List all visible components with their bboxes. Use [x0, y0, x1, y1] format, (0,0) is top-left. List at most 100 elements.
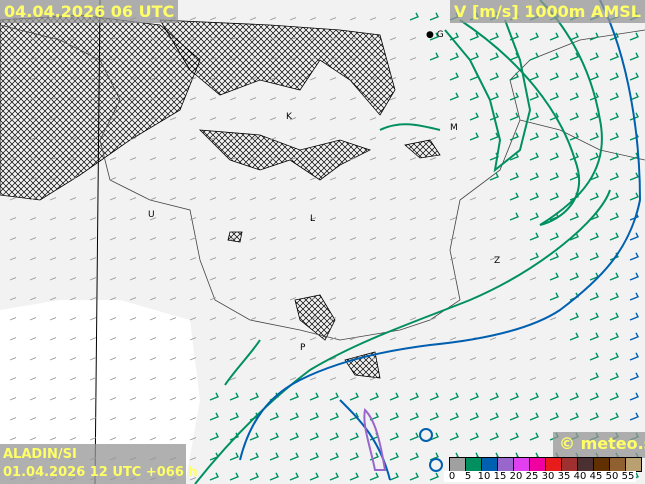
- wind-barb: [289, 257, 297, 261]
- wind-barb: [349, 317, 357, 321]
- wind-barb: [509, 377, 517, 381]
- wind-barb: [549, 252, 559, 261]
- wind-barb: [369, 377, 377, 381]
- wind-barb: [69, 177, 77, 181]
- city-label: P: [300, 343, 306, 353]
- wind-barb: [29, 257, 37, 261]
- wind-barb: [229, 357, 237, 361]
- wind-barb: [289, 217, 297, 221]
- wind-barb: [429, 197, 437, 201]
- wind-barb: [449, 432, 459, 441]
- legend-tick-label: 50: [605, 471, 619, 482]
- wind-barb: [49, 277, 57, 281]
- wind-barb: [309, 177, 317, 181]
- wind-barb: [349, 57, 357, 61]
- legend-swatch: [626, 458, 641, 471]
- legend-tick-label: 20: [509, 471, 523, 482]
- wind-barb: [549, 172, 559, 181]
- wind-barb: [389, 297, 397, 301]
- wind-barb: [369, 117, 377, 121]
- wind-barb: [469, 377, 477, 381]
- wind-barb: [589, 112, 599, 121]
- wind-barb: [529, 192, 539, 201]
- wind-barb: [589, 52, 599, 61]
- legend-swatch: [482, 458, 498, 471]
- wind-barb: [209, 217, 217, 221]
- wind-barb: [89, 337, 97, 341]
- wind-barb: [169, 297, 177, 301]
- wind-barb: [389, 472, 399, 481]
- wind-barb: [609, 372, 619, 381]
- wind-barb: [109, 237, 117, 241]
- wind-barb: [509, 432, 519, 441]
- wind-barb: [309, 137, 317, 141]
- wind-barb: [169, 177, 177, 181]
- wind-barb: [349, 37, 357, 41]
- wind-barb: [349, 472, 359, 481]
- wind-barb: [349, 377, 357, 381]
- wind-barb: [289, 357, 297, 361]
- wind-barb: [309, 257, 317, 261]
- wind-barb: [409, 97, 417, 101]
- wind-barb: [349, 237, 357, 241]
- wind-barb: [389, 357, 397, 361]
- wind-barb: [409, 37, 417, 41]
- wind-barb: [209, 257, 217, 261]
- wind-barb: [309, 357, 317, 361]
- wind-barb: [9, 117, 17, 121]
- wind-barb: [29, 297, 37, 301]
- wind-barb: [129, 77, 137, 81]
- wind-barb: [369, 177, 377, 181]
- wind-barb: [149, 277, 157, 281]
- wind-barb: [409, 77, 417, 81]
- wind-barb: [489, 72, 499, 81]
- wind-barb: [9, 237, 17, 241]
- wind-barb: [629, 392, 639, 401]
- wind-barb: [429, 52, 439, 61]
- wind-barb: [429, 357, 437, 361]
- legend-swatch: [546, 458, 562, 471]
- wind-barb: [109, 117, 117, 121]
- wind-barb: [309, 237, 317, 241]
- wind-barb: [89, 257, 97, 261]
- wind-barb: [189, 157, 197, 161]
- wind-barb: [269, 137, 277, 141]
- wind-barb: [489, 52, 499, 61]
- wind-barb: [189, 137, 197, 141]
- wind-barb: [349, 297, 357, 301]
- wind-barb: [169, 117, 177, 121]
- wind-barb: [309, 277, 317, 281]
- wind-barb: [129, 57, 137, 61]
- wind-barb: [229, 177, 237, 181]
- copyright-label: © meteo.si: [553, 432, 645, 458]
- wind-barb: [329, 97, 337, 101]
- legend-tick-label: 30: [541, 471, 555, 482]
- wind-barb: [169, 357, 177, 361]
- wind-barb: [369, 277, 377, 281]
- wind-barb: [69, 257, 77, 261]
- wind-barb: [129, 437, 137, 441]
- wind-barb: [209, 17, 217, 21]
- wind-barb: [429, 237, 437, 241]
- wind-barb: [49, 257, 57, 261]
- wind-barb: [569, 357, 577, 361]
- wind-barb: [429, 217, 437, 221]
- wind-barb: [609, 72, 619, 81]
- wind-barb: [189, 397, 197, 401]
- wind-barb: [129, 157, 137, 161]
- wind-barb: [409, 412, 419, 421]
- wind-barb: [69, 317, 77, 321]
- wind-barb: [609, 92, 619, 101]
- wind-barb: [9, 177, 17, 181]
- wind-barb: [109, 257, 117, 261]
- wind-barb: [569, 92, 579, 101]
- wind-barb: [209, 177, 217, 181]
- wind-barb: [509, 92, 519, 101]
- wind-barb: [469, 277, 477, 281]
- wind-barb: [169, 397, 177, 401]
- wind-barb: [129, 417, 137, 421]
- wind-barb: [349, 392, 359, 401]
- wind-barb: [129, 177, 137, 181]
- wind-barb: [629, 172, 639, 181]
- wind-barb: [69, 217, 77, 221]
